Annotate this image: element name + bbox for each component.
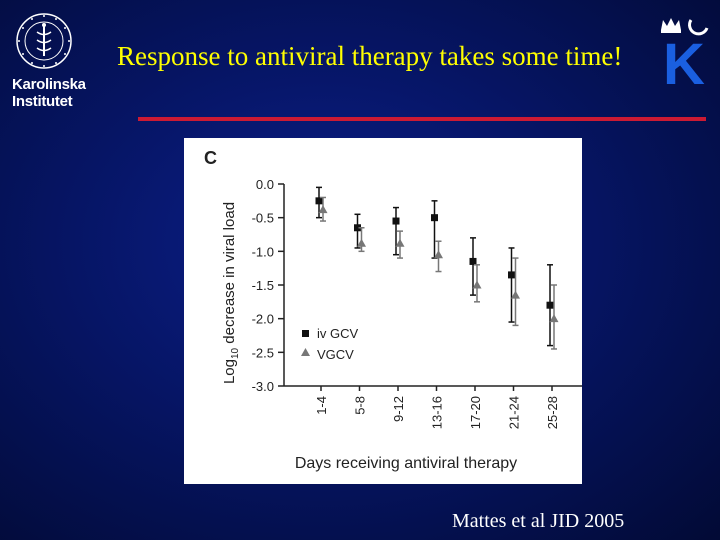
citation: Mattes et al JID 2005 [452,510,625,532]
y-tick-label: -3.0 [252,379,274,394]
karolinska-wordmark-line2: Institutet [12,93,73,110]
x-tick-label: 1-4 [314,396,329,415]
data-point-triangle [549,314,559,323]
k-letter: K [663,32,705,88]
data-point-square [546,301,554,309]
y-axis-label-rest: decrease in viral load [221,202,238,348]
panel-label: C [204,148,217,168]
data-point-triangle [318,205,328,214]
y-ticks: 0.0 -0.5 -1.0 -1.5 -2.0 -2.5 -3.0 [252,177,284,394]
y-tick-label: -2.5 [252,345,274,360]
data-point-square [315,197,323,205]
x-axis-label: Days receiving antiviral therapy [295,455,517,472]
x-tick-label: 25-28 [545,396,560,429]
data-point-triangle [472,280,482,289]
viral-load-chart: C Log10 decrease in viral load Days rece… [204,148,589,472]
y-axis-label: Log10 decrease in viral load [221,202,241,384]
data-point-square [508,271,515,279]
title-underline [138,117,706,121]
data-point-triangle [357,238,366,247]
data-point-square [354,224,361,232]
x-tick-label: 5-8 [353,396,368,415]
karolinska-logo: Karolinska Institutet [6,10,98,114]
data-point-triangle [395,238,405,247]
k-logo: K [661,18,709,88]
x-tick-label: 21-24 [507,396,522,429]
slide-title: Response to antiviral therapy takes some… [117,41,623,71]
y-tick-label: -0.5 [252,211,274,226]
chart-panel: C Log10 decrease in viral load Days rece… [184,138,589,484]
data-point-square [392,217,400,225]
legend-marker-vgcv [301,348,310,356]
karolinska-seal-icon [16,13,72,69]
y-axis-label-sub: 10 [230,347,241,359]
arc-icon [688,19,709,36]
data-point-square [469,257,477,265]
karolinska-wordmark-line1: Karolinska [12,76,86,93]
crown-icon [661,18,681,33]
y-tick-label: -2.0 [252,312,274,327]
legend-label-ivgcv: iv GCV [317,326,359,341]
y-tick-label: -1.0 [252,244,274,259]
data-point-triangle [434,250,443,259]
karolinska-wordmark: Karolinska Institutet [12,76,86,110]
data-point-square [431,214,438,222]
y-axis-label-main: Log [221,359,238,384]
legend: iv GCV VGCV [301,326,359,362]
x-tick-label: 9-12 [391,396,406,422]
data-point-triangle [511,290,520,299]
y-tick-label: 0.0 [256,177,274,192]
legend-marker-ivgcv [302,330,309,337]
x-tick-label: 17-20 [468,396,483,429]
y-tick-label: -1.5 [252,278,274,293]
x-tick-label: 13-16 [430,396,445,429]
data-marks [315,186,559,350]
legend-label-vgcv: VGCV [317,347,354,362]
x-ticks: 1-4 5-8 9-12 13-16 17-20 21-24 25-28 [314,386,560,429]
